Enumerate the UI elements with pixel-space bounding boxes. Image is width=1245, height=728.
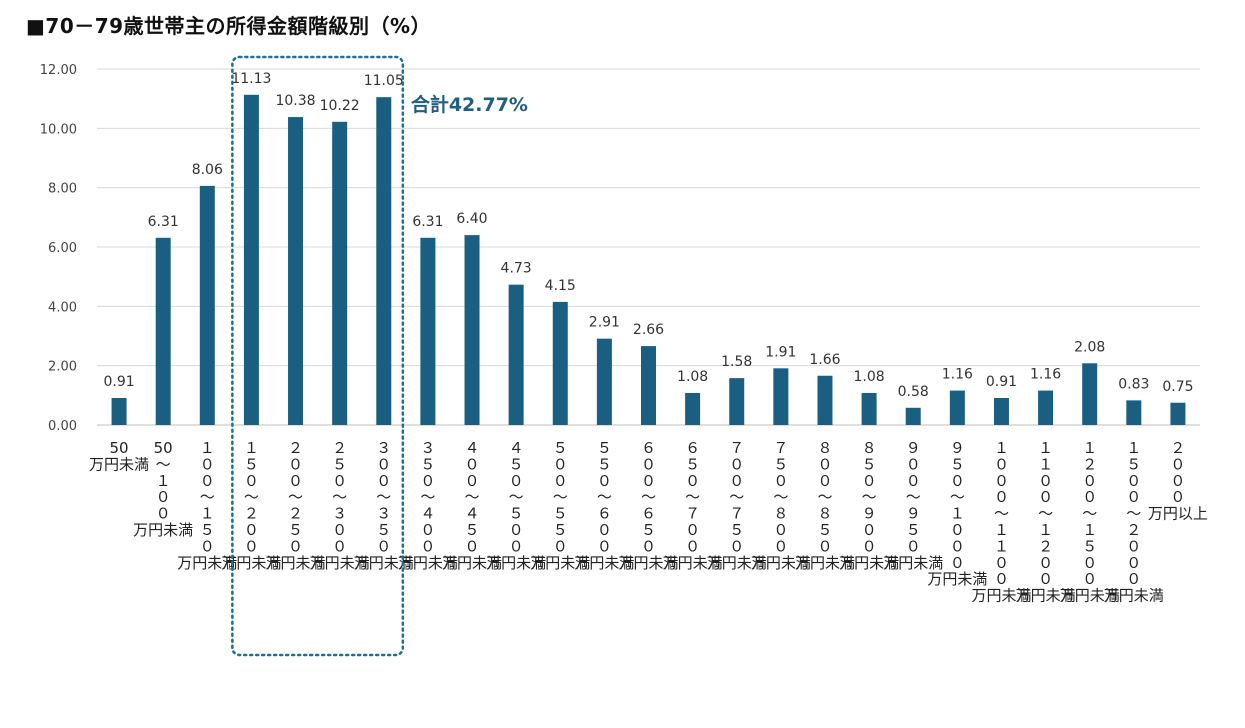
x-tick-label: １０００～１１００万円未満 <box>971 439 1031 605</box>
y-tick-label: 12.00 <box>40 63 77 78</box>
y-tick-label: 4.00 <box>48 300 77 315</box>
bar <box>949 390 965 425</box>
data-label: 0.58 <box>898 384 929 400</box>
data-label: 1.16 <box>1030 367 1061 383</box>
x-tick-label: ９５０～１０００万円未満 <box>927 439 987 588</box>
bar <box>993 398 1009 425</box>
data-label: 0.91 <box>986 374 1017 390</box>
data-label: 10.38 <box>275 93 315 109</box>
bar <box>199 185 215 425</box>
bar <box>243 94 259 425</box>
x-tick-label: １５０～２００万円未満 <box>221 439 281 572</box>
data-label: 2.66 <box>633 322 664 338</box>
y-tick-label: 6.00 <box>48 241 77 256</box>
x-tick-label: ４００～４５０万円未満 <box>442 439 502 572</box>
bar <box>552 301 568 425</box>
data-label: 1.91 <box>765 344 796 360</box>
data-label: 2.08 <box>1074 339 1105 355</box>
x-tick-label: ８００～８５０万円未満 <box>795 439 855 572</box>
bar <box>596 338 612 425</box>
data-label: 6.31 <box>148 214 179 230</box>
bar <box>1082 363 1098 425</box>
data-label: 2.91 <box>589 315 620 331</box>
data-label: 11.05 <box>364 73 404 89</box>
bar <box>332 121 348 425</box>
x-tick-label: ９００～９５０万円未満 <box>883 439 943 572</box>
x-tick-label: ５５０～６００万円未満 <box>574 439 634 572</box>
x-tick-label: １５００～２０００万円未満 <box>1104 439 1164 605</box>
x-tick-label: 50 万円未満 <box>89 439 149 473</box>
data-label: 1.16 <box>942 367 973 383</box>
bars <box>111 94 1186 425</box>
y-axis: 0.00 2.00 4.00 6.00 8.00 10.00 12.00 <box>40 63 77 434</box>
bar <box>1126 400 1142 425</box>
bar <box>773 368 789 425</box>
bar <box>729 378 745 425</box>
bar <box>905 407 921 425</box>
data-label: 1.08 <box>854 369 885 385</box>
x-tick-label: ６００～６５０万円未満 <box>618 439 678 572</box>
x-tick-label: １１００～１２００万円未満 <box>1016 439 1076 605</box>
bar <box>464 235 480 425</box>
highlight-group: 合計42.77% <box>231 55 528 657</box>
data-label: 6.31 <box>412 214 443 230</box>
x-tick-label: ２０００万円以上 <box>1148 439 1208 523</box>
data-label: 11.13 <box>231 71 271 87</box>
x-tick-label: ６５０～７００万円未満 <box>663 439 723 572</box>
data-label: 1.08 <box>677 369 708 385</box>
x-tick-label: ７００～７５０万円未満 <box>707 439 767 572</box>
x-tick-label: １２００～１５００万円未満 <box>1060 439 1120 605</box>
data-label: 0.91 <box>103 374 134 390</box>
x-tick-label: ３５０～４００万円未満 <box>398 439 458 572</box>
chart-title: ■70－79歳世帯主の所得金額階級別（%） <box>26 14 432 38</box>
x-tick-label: ２５０～３００万円未満 <box>310 439 370 572</box>
y-tick-label: 8.00 <box>48 182 77 197</box>
bar <box>1038 390 1054 425</box>
highlight-box <box>231 55 405 657</box>
data-label: 0.75 <box>1162 379 1193 395</box>
x-tick-label: ３００～３５０万円未満 <box>354 439 414 572</box>
data-label: 4.73 <box>501 261 532 277</box>
bar <box>420 237 436 425</box>
bar <box>861 392 877 425</box>
total-annotation: 合計42.77% <box>411 93 528 116</box>
bar <box>685 392 701 425</box>
y-tick-label: 10.00 <box>40 122 77 137</box>
data-label: 4.15 <box>545 278 576 294</box>
bar <box>288 117 304 425</box>
x-tick-label: ８５０～９００万円未満 <box>839 439 899 572</box>
bar <box>155 237 171 425</box>
bar <box>111 398 127 425</box>
x-tick-label: ７５０～８００万円未満 <box>751 439 811 572</box>
data-label: 1.66 <box>809 352 840 368</box>
y-tick-label: 2.00 <box>48 360 77 375</box>
x-tick-label: ２００～２５０万円未満 <box>266 439 326 572</box>
data-label: 0.83 <box>1118 376 1149 392</box>
x-tick-label: 50 ～１００万円未満 <box>133 439 193 539</box>
y-tick-label: 0.00 <box>48 419 77 434</box>
data-label: 8.06 <box>192 162 223 178</box>
bar <box>641 346 656 425</box>
data-label: 6.40 <box>456 211 487 227</box>
bar <box>1170 402 1186 425</box>
x-tick-label: ４５０～５００万円未満 <box>486 439 546 572</box>
data-label: 10.22 <box>320 98 360 114</box>
x-tick-label: ５００～５５０万円未満 <box>530 439 590 572</box>
bar <box>817 375 833 425</box>
bar <box>508 284 524 425</box>
data-label: 1.58 <box>721 354 752 370</box>
bar <box>376 97 392 425</box>
x-tick-label: １００～１５０万円未満 <box>177 439 237 572</box>
